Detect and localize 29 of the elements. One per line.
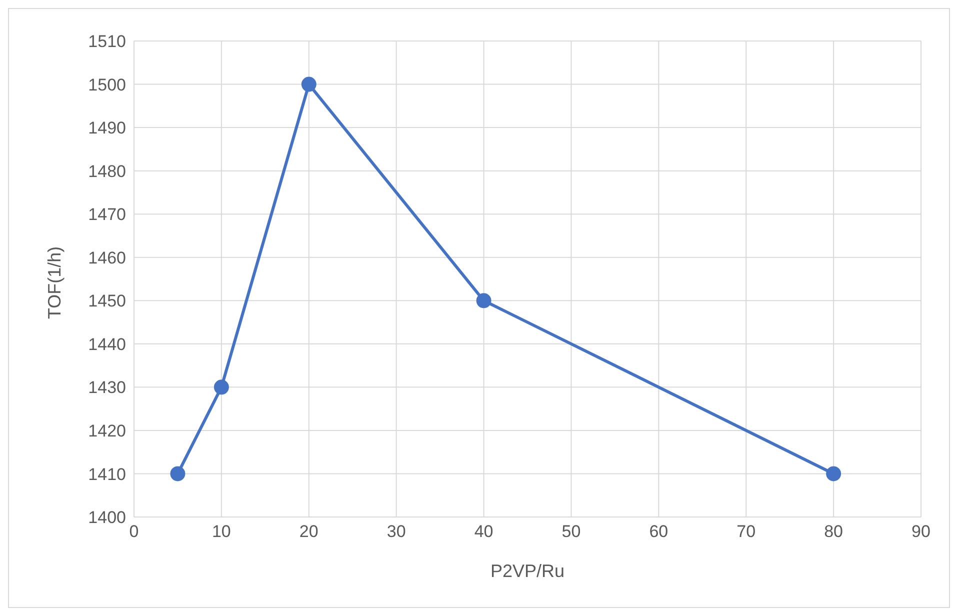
y-tick-label: 1500 [88, 75, 126, 94]
y-tick-label: 1480 [88, 162, 126, 181]
y-tick-label: 1510 [88, 32, 126, 52]
y-axis-title: TOF(1/h) [44, 246, 64, 319]
y-tick-label: 1420 [88, 421, 126, 440]
y-tick-label: 1440 [88, 334, 126, 354]
x-axis-title: P2VP/Ru [490, 561, 565, 581]
x-tick-label: 70 [736, 522, 756, 542]
x-tick-label: 90 [912, 522, 930, 542]
y-tick-label: 1430 [88, 378, 126, 398]
y-tick-label: 1400 [88, 508, 126, 528]
x-tick-label: 60 [649, 522, 668, 542]
y-tick-label: 1470 [88, 205, 126, 224]
x-tick-label: 10 [212, 522, 231, 542]
x-tick-label: 80 [824, 522, 844, 542]
y-tick-label: 1490 [88, 118, 126, 138]
x-tick-label: 30 [386, 522, 406, 542]
y-tick-label: 1460 [88, 248, 126, 268]
point [170, 466, 186, 482]
point [301, 76, 316, 92]
point [214, 380, 229, 395]
x-tick-label: 0 [129, 522, 139, 542]
point [476, 293, 492, 308]
x-tick-label: 40 [474, 522, 494, 542]
point [826, 466, 842, 482]
x-tick-label: 50 [562, 522, 581, 542]
y-tick-label: 1410 [88, 464, 126, 484]
x-tick-label: 20 [299, 522, 318, 542]
y-tick-label: 1450 [88, 292, 126, 311]
